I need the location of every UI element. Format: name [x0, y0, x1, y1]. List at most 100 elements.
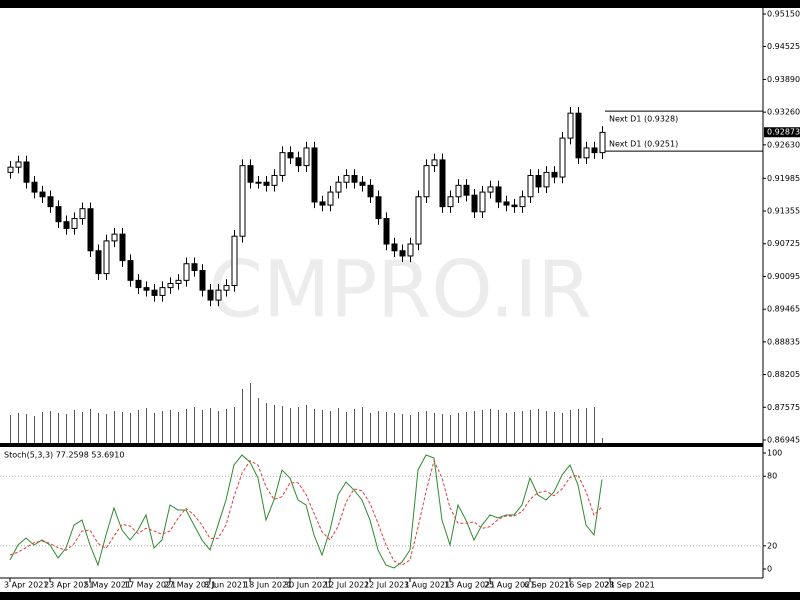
volume-bar — [562, 413, 563, 443]
volume-bar — [378, 411, 379, 443]
x-tick-label: 13 Aug 2021 — [444, 581, 495, 590]
x-tick-label: 3 Aug 2021 — [404, 581, 450, 590]
y-tick-label: 0.93260 — [767, 108, 800, 117]
volume-bar — [570, 410, 571, 443]
stoch-line — [9, 459, 603, 566]
x-tick-label: 18 Jun 2021 — [244, 581, 292, 590]
volume-bar — [522, 411, 523, 443]
volume-bar — [394, 413, 395, 443]
annotation-label: Next D1 (0.9251) — [609, 140, 678, 149]
candle-body — [439, 159, 446, 208]
candle-body — [287, 152, 294, 159]
chart-background — [0, 8, 800, 592]
volume-bar — [290, 408, 291, 443]
volume-bar — [362, 407, 363, 443]
y-tick-label: 0.93890 — [767, 75, 800, 84]
volume-bar — [162, 411, 163, 443]
candle-body — [519, 196, 526, 208]
x-tick-label: 25 Aug 2021 — [484, 581, 535, 590]
x-tick-label: 28 Sep 2021 — [604, 581, 655, 590]
candle-body — [535, 174, 542, 188]
volume-bar — [178, 412, 179, 443]
candle-body — [263, 181, 270, 186]
candle-body — [239, 165, 246, 237]
volume-bar — [114, 411, 115, 443]
candle-body — [55, 206, 62, 223]
candle-body — [279, 152, 286, 176]
candle-body — [271, 174, 278, 186]
volume-bar — [434, 413, 435, 443]
candle-body — [471, 194, 478, 213]
y-tick-label: 0.89465 — [767, 305, 800, 314]
volume-bar — [226, 409, 227, 443]
y-tick-label: 0.88205 — [767, 370, 800, 379]
candle-body — [111, 233, 118, 242]
annotation-label: Next D1 (0.9328) — [609, 115, 678, 124]
x-tick-label: 16 Sep 2021 — [564, 581, 615, 590]
volume-bar — [450, 415, 451, 443]
candle-body — [31, 181, 38, 193]
candle-body — [143, 287, 150, 291]
volume-bar — [210, 408, 211, 443]
y-tick-label: 0.92630 — [767, 140, 800, 149]
y-tick-label: 0.88835 — [767, 337, 800, 346]
volume-bar — [18, 413, 19, 443]
volume-bar — [186, 409, 187, 443]
x-tick-label: 23 Apr 2021 — [44, 581, 93, 590]
volume-bar — [546, 411, 547, 443]
volume-bar — [482, 410, 483, 443]
candle-body — [399, 250, 406, 257]
candle-body — [319, 201, 326, 206]
volume-bar — [234, 407, 235, 443]
volume-bar — [458, 413, 459, 443]
x-tick-label: 22 Jul 2021 — [364, 581, 409, 590]
candle-body — [559, 137, 566, 178]
volume-bar — [154, 413, 155, 443]
x-tick-label: 8 Jun 2021 — [204, 581, 247, 590]
volume-bar — [90, 409, 91, 443]
candle-body — [527, 174, 534, 198]
volume-bar — [578, 409, 579, 443]
volume-bar — [602, 438, 603, 443]
candle-body — [591, 147, 598, 154]
candle-body — [543, 171, 550, 188]
candle-body — [151, 289, 158, 296]
candle-body — [567, 112, 574, 139]
candle-body — [367, 184, 374, 198]
volume-bar — [314, 409, 315, 443]
volume-bar — [82, 412, 83, 443]
candle-body — [383, 218, 390, 245]
volume-bar — [530, 410, 531, 443]
candle-body — [39, 191, 46, 198]
candle-body — [335, 181, 342, 193]
volume-bar — [250, 383, 251, 443]
candle-body — [15, 161, 22, 168]
y-tick-label: 0.90095 — [767, 272, 800, 281]
volume-bar — [402, 414, 403, 443]
candle-body — [455, 184, 462, 198]
volume-bar — [122, 412, 123, 443]
candle-body — [135, 279, 142, 289]
candle-body — [159, 287, 166, 296]
y-tick-label: 0 — [767, 564, 772, 573]
volume-bar — [50, 411, 51, 443]
volume-bar — [106, 414, 107, 443]
volume-bar — [98, 413, 99, 443]
y-tick-label: 0.94525 — [767, 42, 800, 51]
candle-body — [431, 159, 438, 167]
volume-bar — [202, 410, 203, 443]
candle-body — [167, 282, 174, 289]
volume-bar — [554, 412, 555, 443]
volume-bar — [370, 413, 371, 443]
volume-bar — [146, 408, 147, 443]
candle-body — [407, 243, 414, 257]
volume-bar — [34, 416, 35, 443]
y-tick-label: 20 — [767, 541, 777, 550]
volume-bar — [218, 411, 219, 443]
candle-body — [23, 161, 30, 183]
candle-body — [7, 166, 14, 173]
volume-bar — [330, 411, 331, 443]
candle-body — [71, 218, 78, 229]
y-tick-label: 0.87575 — [767, 403, 800, 412]
candle-body — [295, 157, 302, 167]
